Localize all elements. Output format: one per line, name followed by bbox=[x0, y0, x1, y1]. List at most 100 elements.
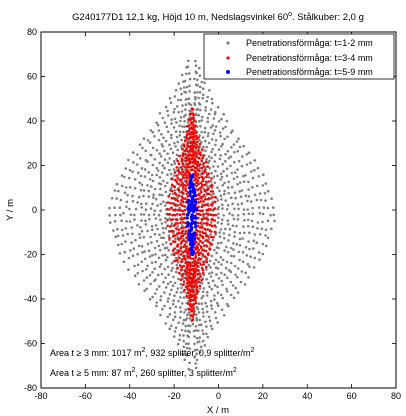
point-t3-4 bbox=[193, 141, 196, 145]
point-t1-2 bbox=[173, 117, 177, 121]
point-t3-4 bbox=[198, 192, 201, 196]
point-t1-2 bbox=[108, 221, 112, 224]
point-t1-2 bbox=[142, 194, 145, 198]
point-t3-4 bbox=[196, 261, 200, 265]
point-t1-2 bbox=[237, 267, 240, 270]
point-t1-2 bbox=[129, 213, 133, 216]
point-t3-4 bbox=[174, 208, 177, 211]
point-t1-2 bbox=[257, 251, 261, 254]
point-t3-4 bbox=[185, 147, 188, 151]
point-t3-4 bbox=[166, 224, 169, 228]
point-t1-2 bbox=[167, 297, 170, 300]
point-t1-2 bbox=[127, 256, 131, 260]
point-t5-9 bbox=[190, 222, 194, 226]
point-t1-2 bbox=[166, 315, 170, 319]
point-t1-2 bbox=[208, 272, 211, 275]
point-t1-2 bbox=[214, 125, 218, 128]
point-t1-2 bbox=[113, 206, 116, 209]
point-t3-4 bbox=[186, 291, 190, 295]
point-t3-4 bbox=[184, 221, 187, 225]
point-t3-4 bbox=[194, 267, 197, 271]
point-t3-4 bbox=[199, 221, 203, 225]
point-t3-4 bbox=[172, 208, 175, 212]
point-t3-4 bbox=[199, 200, 202, 203]
point-t1-2 bbox=[247, 212, 251, 215]
point-t3-4 bbox=[194, 301, 198, 305]
point-t1-2 bbox=[246, 199, 249, 203]
point-t1-2 bbox=[196, 84, 199, 87]
point-t3-4 bbox=[170, 196, 174, 200]
point-t1-2 bbox=[247, 240, 250, 243]
point-t1-2 bbox=[247, 276, 250, 279]
point-t1-2 bbox=[182, 115, 186, 118]
point-t1-2 bbox=[200, 282, 204, 285]
point-t1-2 bbox=[167, 248, 170, 252]
point-t1-2 bbox=[206, 134, 210, 138]
point-t3-4 bbox=[168, 236, 171, 240]
point-t3-4 bbox=[205, 258, 208, 261]
point-t3-4 bbox=[203, 183, 207, 187]
point-t1-2 bbox=[136, 272, 140, 275]
point-t1-2 bbox=[272, 213, 276, 217]
point-t1-2 bbox=[150, 261, 154, 265]
point-t1-2 bbox=[201, 136, 205, 139]
point-t3-4 bbox=[213, 207, 217, 210]
point-t1-2 bbox=[131, 170, 134, 174]
point-t1-2 bbox=[146, 160, 149, 163]
point-t1-2 bbox=[169, 101, 173, 104]
point-t1-2 bbox=[199, 323, 203, 327]
point-t1-2 bbox=[131, 254, 135, 258]
point-t1-2 bbox=[164, 276, 167, 280]
point-t5-9 bbox=[190, 208, 194, 212]
point-t1-2 bbox=[205, 325, 208, 328]
point-t1-2 bbox=[145, 268, 148, 271]
point-t5-9 bbox=[188, 186, 192, 190]
point-t1-2 bbox=[221, 296, 224, 300]
point-t3-4 bbox=[202, 212, 205, 216]
x-tick-labels: -80 -60 -40 -20 0 20 40 60 80 bbox=[34, 391, 401, 401]
point-t1-2 bbox=[212, 132, 215, 135]
point-t1-2 bbox=[240, 270, 244, 273]
point-t1-2 bbox=[218, 235, 222, 238]
point-t1-2 bbox=[170, 288, 173, 292]
point-t1-2 bbox=[135, 163, 139, 166]
point-t1-2 bbox=[230, 146, 233, 149]
point-t1-2 bbox=[172, 126, 176, 129]
point-t3-4 bbox=[200, 190, 203, 194]
point-t1-2 bbox=[187, 311, 191, 315]
point-t3-4 bbox=[199, 213, 202, 217]
point-t1-2 bbox=[207, 263, 211, 267]
point-t1-2 bbox=[206, 185, 209, 188]
point-t1-2 bbox=[242, 208, 246, 211]
point-t1-2 bbox=[164, 184, 167, 188]
point-t1-2 bbox=[176, 140, 179, 144]
point-t1-2 bbox=[122, 260, 126, 264]
point-t3-4 bbox=[195, 246, 199, 249]
point-t1-2 bbox=[217, 304, 220, 308]
point-t1-2 bbox=[108, 214, 111, 217]
point-t1-2 bbox=[196, 107, 199, 111]
point-t1-2 bbox=[211, 124, 215, 127]
point-t1-2 bbox=[229, 196, 233, 199]
point-t1-2 bbox=[207, 155, 211, 158]
point-t1-2 bbox=[219, 194, 223, 197]
point-t1-2 bbox=[131, 199, 135, 203]
point-t1-2 bbox=[197, 96, 200, 100]
point-t1-2 bbox=[160, 222, 164, 225]
point-t3-4 bbox=[179, 172, 183, 175]
y-tick-label: 20 bbox=[27, 161, 37, 171]
point-t3-4 bbox=[175, 227, 178, 231]
point-t3-4 bbox=[185, 175, 188, 178]
point-t3-4 bbox=[166, 212, 170, 216]
point-t3-4 bbox=[205, 244, 209, 248]
point-t1-2 bbox=[171, 266, 174, 270]
point-t3-4 bbox=[185, 285, 188, 288]
point-t3-4 bbox=[201, 156, 204, 160]
point-t3-4 bbox=[180, 183, 183, 187]
point-t1-2 bbox=[235, 140, 239, 143]
point-t3-4 bbox=[188, 162, 191, 166]
point-t3-4 bbox=[177, 231, 181, 235]
point-t1-2 bbox=[172, 168, 176, 171]
point-t1-2 bbox=[227, 269, 231, 272]
point-t1-2 bbox=[210, 307, 214, 311]
